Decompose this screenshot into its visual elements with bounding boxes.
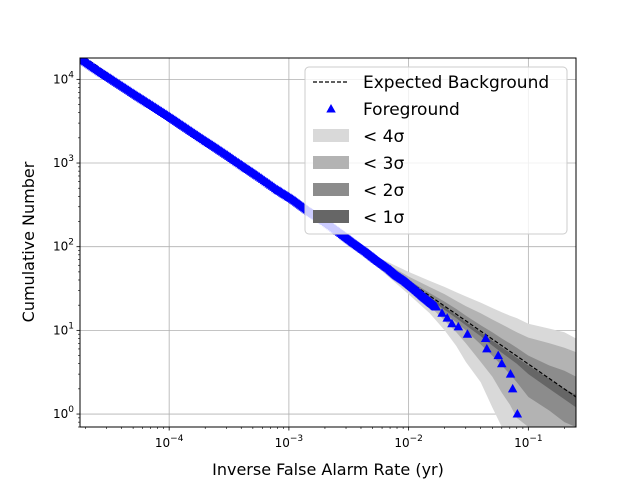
- y-tick-label: 100: [53, 405, 74, 421]
- legend-triangle-swatch: [326, 104, 336, 113]
- legend-box: [304, 66, 568, 235]
- foreground-marker: [482, 343, 492, 353]
- x-axis-label: Inverse False Alarm Rate (yr): [212, 460, 444, 479]
- x-tick-label: 10−4: [155, 434, 184, 450]
- y-tick-label: 101: [53, 321, 74, 337]
- x-tick-label: 10−2: [394, 434, 423, 450]
- foreground-marker: [431, 302, 441, 311]
- legend-label: Expected Background: [363, 73, 549, 93]
- foreground-marker: [507, 383, 518, 393]
- y-tick-label: 103: [53, 154, 74, 170]
- legend-band-swatch: [313, 183, 349, 196]
- foreground-marker: [497, 358, 507, 368]
- foreground-marker: [505, 369, 516, 378]
- foreground-marker: [437, 308, 447, 317]
- x-tick-label: 10−1: [514, 434, 543, 450]
- legend-label: < 1σ: [363, 208, 404, 228]
- foreground-marker: [462, 329, 473, 338]
- axis-ticks: 10−4 10−3 10−2 10−1 100 101 102 103 104: [53, 70, 565, 450]
- foreground-marker: [512, 409, 523, 418]
- y-tick-label: 104: [53, 70, 74, 86]
- legend: Expected Background Foreground < 4σ < 3σ < 2…: [304, 66, 568, 235]
- y-tick-label: 102: [53, 238, 74, 254]
- foreground-marker: [493, 350, 503, 360]
- foreground-marker: [480, 333, 491, 342]
- plot-frame: [79, 57, 577, 428]
- legend-label: < 4σ: [363, 127, 404, 147]
- legend-label: < 3σ: [363, 154, 404, 174]
- x-tick-label: 10−3: [275, 434, 304, 450]
- foreground-marker: [453, 321, 464, 331]
- legend-band-swatch: [313, 129, 349, 142]
- foreground-marker: [447, 318, 457, 328]
- legend-band-swatch: [313, 210, 349, 223]
- legend-label: < 2σ: [363, 181, 404, 201]
- sigma-band: [372, 256, 576, 427]
- legend-band-swatch: [313, 156, 349, 169]
- foreground-marker: [442, 313, 452, 322]
- y-axis-label: Cumulative Number: [19, 161, 38, 322]
- sigma-band: [372, 258, 576, 408]
- legend-label: Foreground: [363, 100, 460, 120]
